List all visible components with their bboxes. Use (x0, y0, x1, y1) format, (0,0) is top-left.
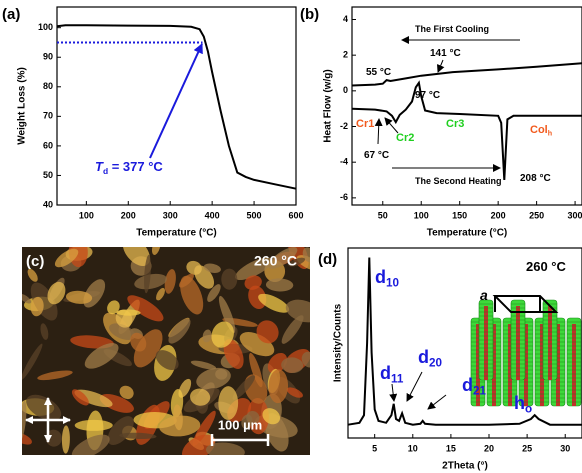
annotation-subscript: 11 (391, 372, 404, 385)
y-tick-label: -6 (340, 192, 348, 202)
x-tick-label: 300 (163, 210, 178, 220)
x-tick-label: 150 (452, 210, 467, 220)
x-tick-label: 20 (484, 443, 494, 453)
y-tick-label: 70 (43, 111, 53, 121)
column-core (548, 306, 552, 380)
x-tick-label: 200 (121, 210, 136, 220)
annotation: d20 (418, 347, 443, 370)
annotation-text: 208 °C (520, 173, 551, 184)
panel-label: (c) (26, 253, 44, 270)
annotation-text: d (418, 347, 429, 367)
annotation-text: d (375, 267, 386, 287)
y-tick-label: 60 (43, 140, 53, 150)
annotation-subscript: h (548, 129, 552, 137)
annotation-text: 97 °C (415, 90, 440, 101)
x-tick-label: 600 (288, 210, 303, 220)
y-axis-label: Intensity/Counts (333, 303, 344, 382)
x-tick-label: 200 (491, 210, 506, 220)
annotation-text: d (380, 363, 391, 383)
y-tick-label: 80 (43, 81, 53, 91)
annotation-text: Cr3 (446, 118, 464, 130)
x-tick-label: 50 (378, 210, 388, 220)
y-tick-label: -2 (340, 121, 348, 131)
temperature-label: 260 °C (254, 253, 297, 269)
panel-label: (d) (318, 251, 337, 268)
annotation: 208 °C (520, 173, 551, 184)
annotation: 141 °C (430, 48, 461, 59)
x-tick-label: 500 (247, 210, 262, 220)
y-tick-label: 40 (43, 199, 53, 209)
y-axis-label: Weight Loss (%) (17, 67, 28, 145)
y-tick-label: 0 (343, 85, 348, 95)
annotation: Cr2 (396, 132, 414, 144)
annotation-text: Cr2 (396, 132, 414, 144)
x-tick-label: 25 (522, 443, 532, 453)
y-tick-label: -4 (340, 157, 348, 167)
annotation-text: = 377 °C (108, 159, 163, 174)
annotation: 97 °C (415, 90, 440, 101)
x-tick-label: 5 (372, 443, 377, 453)
x-tick-label: 15 (446, 443, 456, 453)
x-tick-label: 30 (560, 443, 570, 453)
y-axis-label: Heat Flow (w/g) (323, 69, 334, 142)
annotation-text: The Second Heating (415, 176, 502, 186)
annotation-text: 141 °C (430, 48, 461, 59)
column-core (516, 306, 520, 380)
annotation-text: Col (530, 124, 548, 136)
annotation: 55 °C (366, 67, 391, 78)
annotation: a (480, 287, 488, 303)
annotation-text: 55 °C (366, 67, 391, 78)
annotation-text: h (514, 393, 525, 413)
plot-frame (57, 7, 296, 205)
annotation-subscript: 10 (386, 276, 400, 289)
annotation: d10 (375, 267, 400, 290)
annotation-subscript: o (525, 402, 532, 415)
annotation-text: The First Cooling (415, 24, 489, 34)
y-tick-label: 50 (43, 170, 53, 180)
y-tick-label: 100 (38, 22, 53, 32)
annotation-subscript: 20 (429, 356, 443, 369)
annotation: 260 °C (526, 259, 567, 274)
x-axis-label: Temperature (°C) (427, 228, 508, 239)
x-tick-label: 10 (408, 443, 418, 453)
panel-label: (b) (300, 6, 319, 23)
x-tick-label: 400 (205, 210, 220, 220)
texture (218, 386, 238, 420)
x-axis-label: Temperature (°C) (136, 228, 217, 239)
x-axis-label: 2Theta (°) (442, 461, 488, 472)
x-tick-label: 300 (568, 210, 582, 220)
annotation: The Second Heating (415, 176, 502, 186)
figure: (c) 260 °C 100 µm (a) Temperature (°C) Wei… (0, 0, 582, 473)
data-line (57, 25, 296, 188)
texture (221, 269, 237, 290)
y-tick-label: 90 (43, 52, 53, 62)
annotation: Cr3 (446, 118, 464, 130)
annotation: The First Cooling (415, 24, 489, 34)
annotation-text: Cr1 (356, 118, 374, 130)
annotation-subscript: 21 (473, 384, 487, 397)
annotation: Colh (530, 124, 552, 137)
annotation-text: 67 °C (364, 150, 389, 161)
annotation-text: d (462, 375, 473, 395)
annotation-text: 260 °C (526, 259, 567, 274)
annotation: Td = 377 °C (95, 159, 163, 176)
annotation: 67 °C (364, 150, 389, 161)
x-tick-label: 100 (414, 210, 429, 220)
x-tick-label: 250 (529, 210, 544, 220)
annotation: d11 (380, 363, 404, 386)
y-tick-label: 2 (343, 50, 348, 60)
columnar-lattice-illustration (471, 296, 581, 406)
x-tick-label: 100 (79, 210, 94, 220)
column-core (484, 306, 488, 380)
panel-label: (a) (2, 6, 20, 23)
annotation-text: a (480, 287, 488, 303)
y-tick-label: 4 (343, 14, 348, 24)
annotation: Cr1 (356, 118, 374, 130)
column-core (572, 324, 576, 406)
scale-bar-label: 100 µm (218, 417, 262, 432)
